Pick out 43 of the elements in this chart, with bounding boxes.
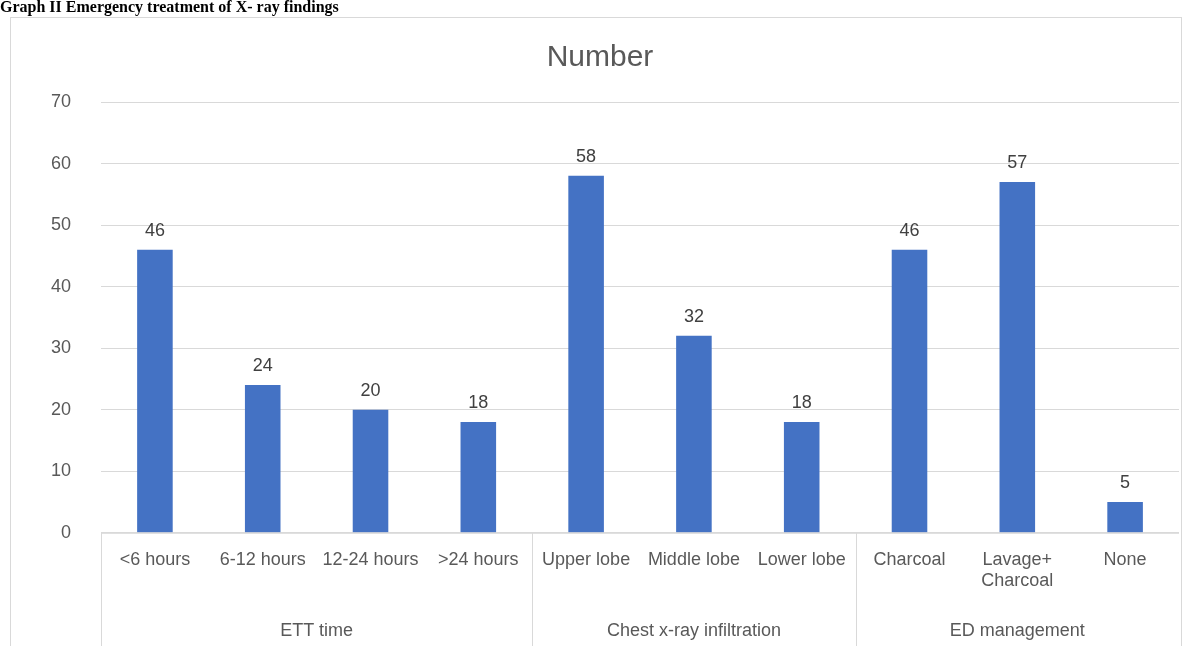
y-tick-label: 30: [50, 337, 72, 358]
x-tick-label: Upper lobe: [542, 548, 631, 569]
y-tick-label: 40: [50, 275, 72, 296]
bar: [783, 422, 820, 533]
y-tick-label: 0: [61, 521, 72, 542]
bar: [244, 385, 281, 533]
x-tick-label: 12-24 hours: [322, 548, 419, 569]
x-tick-label: Lavage+ Charcoal: [981, 548, 1054, 591]
bar: [999, 182, 1036, 533]
bar: [352, 409, 389, 533]
y-tick-label: 20: [50, 398, 72, 419]
bar: [568, 175, 604, 533]
data-label: 46: [899, 219, 920, 240]
data-label: 46: [144, 219, 165, 240]
text: Graph II Emergency treatment of X- ray findings: [0, 0, 339, 16]
y-tick-label: 10: [50, 460, 72, 481]
y-tick-label: 50: [50, 214, 72, 235]
x-tick-label: Lower lobe: [757, 548, 846, 569]
x-tick-label: Middle lobe: [647, 548, 740, 569]
data-label: 57: [1007, 151, 1028, 172]
y-tick-label: 70: [50, 90, 72, 111]
x-tick-label: Charcoal: [873, 548, 946, 569]
bar: [1107, 502, 1143, 533]
data-label: 18: [468, 391, 489, 412]
bar: [137, 249, 173, 533]
y-tick-label: 60: [50, 152, 72, 173]
x-tick-label: >24 hours: [438, 548, 519, 569]
text: ETT time: [280, 619, 353, 640]
x-tick-label: <6 hours: [119, 548, 191, 569]
data-label: 58: [576, 145, 597, 166]
bar: [891, 249, 928, 533]
chart-title: Number: [546, 39, 654, 73]
data-label: 24: [252, 355, 273, 376]
text: ED management: [949, 619, 1085, 640]
x-tick-label: None: [1103, 548, 1147, 569]
bar: [676, 335, 712, 533]
text: Chest x-ray infiltration: [606, 619, 781, 640]
x-tick-label: 6-12 hours: [219, 548, 306, 569]
data-label: 20: [360, 379, 381, 400]
bar: [460, 422, 497, 533]
data-label: 18: [791, 391, 812, 412]
data-label: 5: [1120, 472, 1131, 492]
data-label: 32: [683, 305, 704, 326]
